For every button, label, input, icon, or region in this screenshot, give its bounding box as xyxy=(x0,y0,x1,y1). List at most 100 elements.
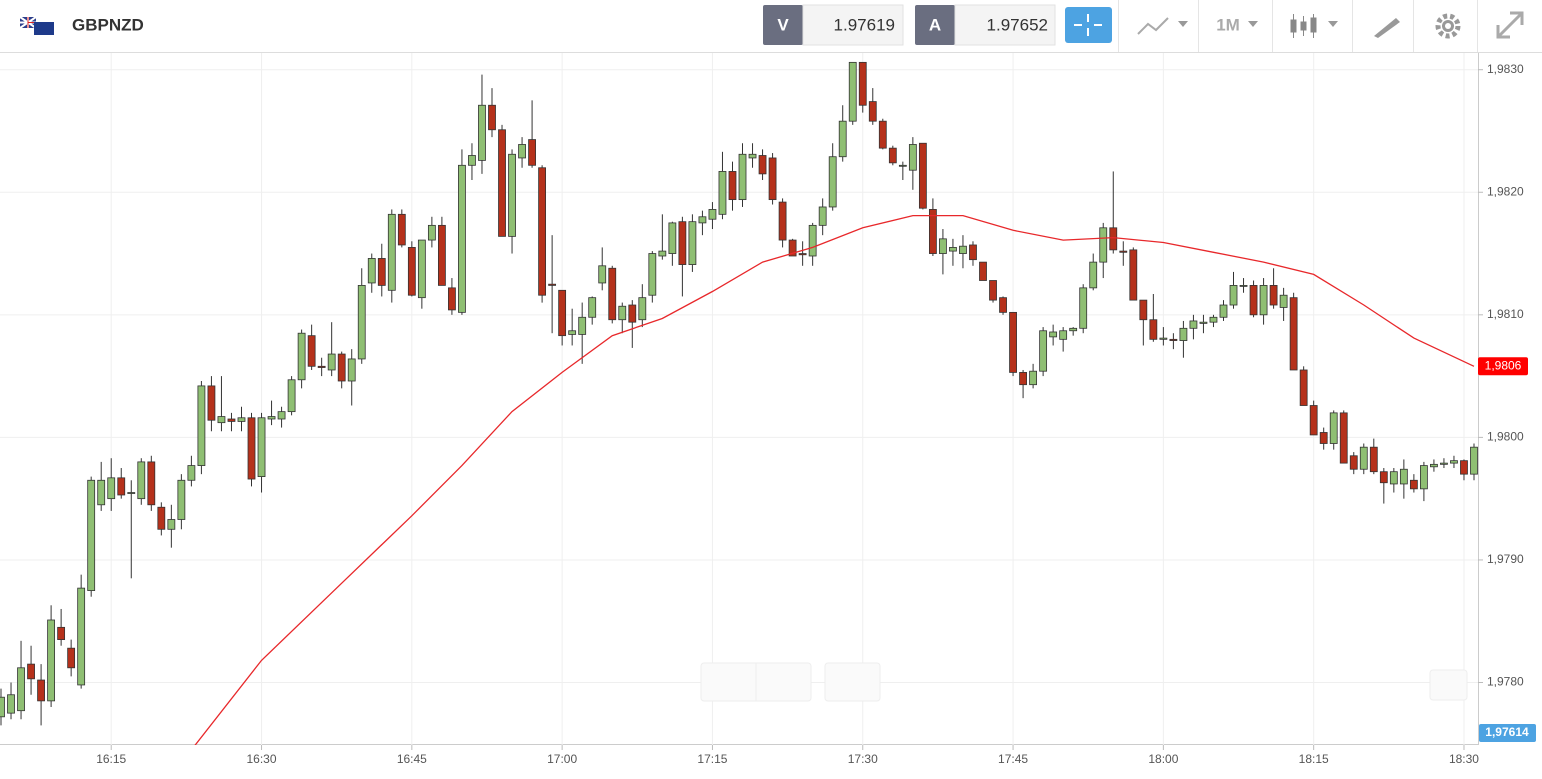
candle-body xyxy=(1179,327,1188,341)
candle-body xyxy=(798,253,807,256)
timeframe[interactable]: 1M xyxy=(1216,15,1240,34)
candle-body xyxy=(518,144,526,159)
candle-body xyxy=(1229,285,1238,306)
axes: 1,9780 1,9790 1,9800 1,9810 1,9820 1,9830 16:1… xyxy=(96,62,1536,766)
candle-body xyxy=(939,238,947,254)
x-tick-label: 17:00 xyxy=(547,752,577,766)
candle-type-icon[interactable] xyxy=(1290,14,1317,38)
ask-box xyxy=(954,4,1056,46)
candle-body xyxy=(1069,327,1078,332)
candle-body xyxy=(979,261,987,281)
candle-body xyxy=(828,156,837,208)
candle-body xyxy=(1239,285,1248,287)
candle-body xyxy=(738,153,747,201)
candle-body xyxy=(137,461,146,500)
candle-body xyxy=(1159,337,1168,340)
candle-body xyxy=(448,287,456,311)
candle-body xyxy=(167,519,176,530)
candle-body xyxy=(628,304,637,323)
x-tick-label: 17:45 xyxy=(998,752,1028,766)
candle-body xyxy=(1359,446,1368,470)
candle-body xyxy=(758,155,767,175)
bid-button[interactable] xyxy=(763,5,803,45)
candle-body xyxy=(498,129,506,237)
crosshair-button[interactable] xyxy=(1065,7,1112,43)
candle-body xyxy=(127,492,136,494)
candle-body xyxy=(27,663,35,680)
candle-body xyxy=(868,101,877,122)
y-tick-label: 1,9820 xyxy=(1487,184,1524,198)
candle-body xyxy=(999,297,1007,313)
candle-body xyxy=(337,353,346,382)
candle-body xyxy=(257,417,266,477)
candle-body xyxy=(1299,369,1308,406)
candle-body xyxy=(878,120,887,149)
candle-body xyxy=(678,221,687,265)
price-label: 1,97614 xyxy=(1485,725,1529,739)
candle-body xyxy=(7,694,15,714)
y-tick-label: 1,9790 xyxy=(1487,552,1524,566)
fullscreen-icon[interactable] xyxy=(1496,11,1524,39)
ask-price: 1.97652 xyxy=(987,15,1048,34)
settings-icon[interactable] xyxy=(1435,13,1461,39)
ma-value-tag xyxy=(1478,357,1528,376)
candle-body xyxy=(227,418,236,422)
candle-body xyxy=(157,506,166,530)
ask-label: A xyxy=(929,15,941,34)
candle-body xyxy=(1470,446,1478,475)
scroll-button[interactable] xyxy=(1429,669,1468,701)
x-tick-label: 16:30 xyxy=(247,752,277,766)
candle-body xyxy=(588,297,597,318)
candle-body xyxy=(808,224,817,257)
candle-body xyxy=(147,461,156,506)
indicator-icon[interactable] xyxy=(1137,17,1169,35)
candle-body xyxy=(1049,331,1058,338)
candle-body xyxy=(838,120,847,158)
candle-body xyxy=(468,155,476,166)
candle-body xyxy=(1019,372,1027,386)
candle-body xyxy=(618,305,627,321)
dropdown-arrow xyxy=(1248,21,1258,27)
draw-icon[interactable] xyxy=(1374,18,1400,38)
candle-body xyxy=(307,335,316,367)
candle-body xyxy=(1419,465,1428,490)
candle-body xyxy=(989,280,997,301)
candle-body xyxy=(548,283,557,286)
candle-body xyxy=(688,221,697,265)
reset-button[interactable] xyxy=(824,662,881,702)
candle-body xyxy=(608,267,617,321)
ask-button[interactable] xyxy=(915,5,955,45)
candle-body xyxy=(1259,285,1268,316)
candle-body xyxy=(107,477,116,500)
candle-body xyxy=(67,647,76,669)
crosshair-icon xyxy=(1074,14,1102,36)
plot xyxy=(0,61,1478,745)
candle-body xyxy=(558,289,567,337)
candle-body xyxy=(267,416,276,420)
candle-body xyxy=(638,297,647,321)
candle-body xyxy=(1450,460,1458,464)
candle-body xyxy=(1389,471,1398,485)
candle-body xyxy=(1109,227,1118,251)
dropdown-arrow xyxy=(1328,21,1338,27)
candle-body xyxy=(538,167,547,296)
x-tick-label: 18:15 xyxy=(1299,752,1329,766)
candle-body xyxy=(437,224,446,286)
symbol: GBPNZD xyxy=(72,15,144,34)
candle-body xyxy=(357,285,366,360)
candle-body xyxy=(97,479,106,506)
candle-body xyxy=(1029,370,1038,386)
candle-body xyxy=(918,142,927,209)
x-tick-label: 18:30 xyxy=(1449,752,1479,766)
candle-body xyxy=(1089,261,1098,289)
candle-body xyxy=(778,201,787,241)
candle-body xyxy=(1379,471,1388,484)
candle-body xyxy=(768,157,777,201)
candle-body xyxy=(478,104,486,161)
candle-body xyxy=(87,479,96,591)
candle-body xyxy=(1169,338,1178,341)
candle-body xyxy=(1059,330,1068,340)
candle-body xyxy=(1119,250,1128,253)
candle-body xyxy=(1249,285,1258,316)
